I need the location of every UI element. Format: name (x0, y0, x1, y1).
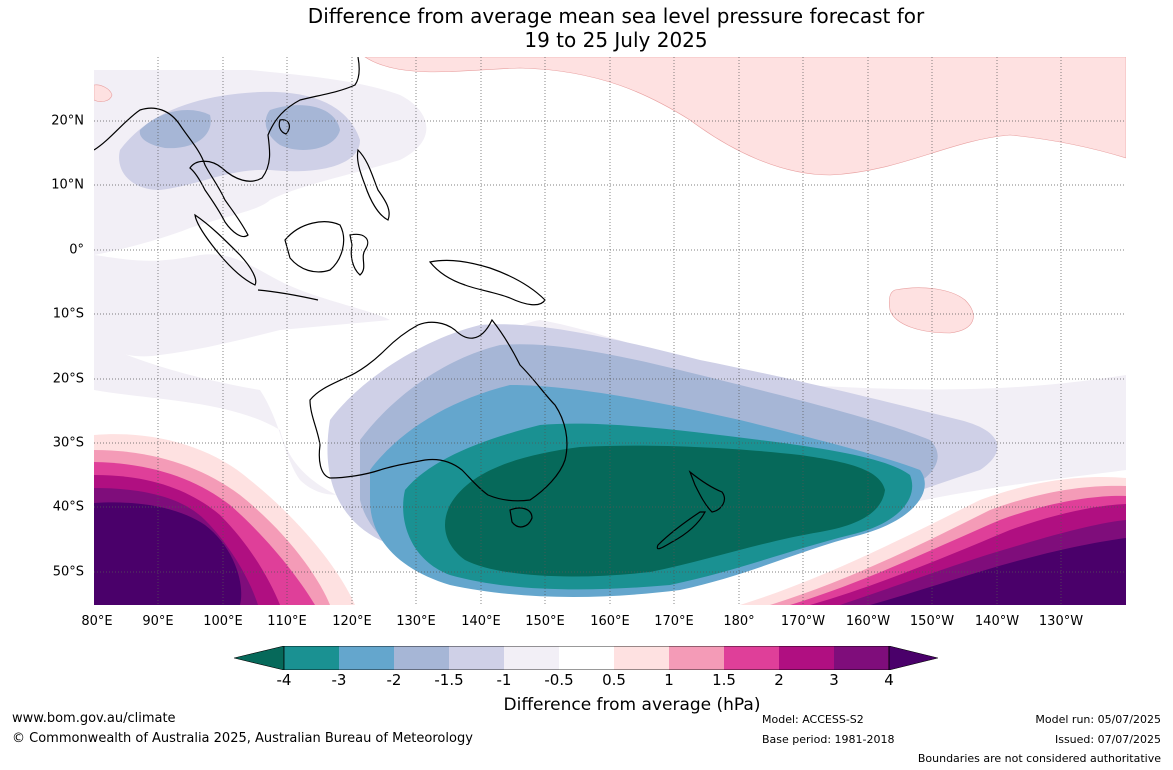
lon-label-150w: 150°W (909, 614, 955, 629)
colorbar-segment-6 (559, 646, 614, 670)
lon-label-160w: 160°W (845, 614, 891, 629)
anomaly-positive-east (740, 477, 1126, 605)
model-name: Model: ACCESS-S2 (762, 713, 864, 726)
colorbar-segment-10 (779, 646, 834, 670)
coast-tasmania (509, 507, 533, 528)
colorbar-tick: -0.5 (544, 671, 574, 689)
colorbar-tick: -3 (331, 671, 347, 689)
lon-label-120e: 120°E (332, 614, 372, 629)
colorbar-tick: 3 (829, 671, 839, 689)
coast-sumatra (194, 213, 257, 286)
lon-label-100e: 100°E (203, 614, 243, 629)
colorbar-segment-1 (284, 646, 339, 670)
lon-label-170w: 170°W (780, 614, 826, 629)
lon-label-170e: 170°E (654, 614, 694, 629)
base-period: Base period: 1981-2018 (762, 733, 895, 746)
graticule (94, 57, 1126, 605)
lat-label-30s: 30°S (52, 435, 84, 451)
colorbar-tick: 1.5 (712, 671, 736, 689)
colorbar-segment-4 (449, 646, 504, 670)
lat-label-10s: 10°S (52, 306, 84, 322)
lon-label-90e: 90°E (142, 614, 174, 629)
anomaly-positive-west (94, 434, 355, 605)
lon-label-150e: 150°E (525, 614, 565, 629)
lon-label-160e: 160°E (590, 614, 630, 629)
map-title: Difference from average mean sea level p… (0, 4, 1173, 52)
lon-label-130w: 130°W (1038, 614, 1084, 629)
lat-label-40s: 40°S (52, 499, 84, 515)
coast-asia-mainland (94, 57, 360, 238)
boundaries-disclaimer: Boundaries are not considered authoritat… (917, 752, 1161, 765)
lon-label-140w: 140°W (974, 614, 1020, 629)
title-line-1: Difference from average mean sea level p… (307, 4, 925, 28)
colorbar-segment-11 (834, 646, 889, 670)
issued-date: Issued: 07/07/2025 (1054, 733, 1161, 746)
colorbar-segment-2 (339, 646, 394, 670)
model-run-date: Model run: 05/07/2025 (1035, 713, 1161, 726)
colorbar-tick: 4 (884, 671, 894, 689)
lon-label-140e: 140°E (461, 614, 501, 629)
colorbar-label: Difference from average (hPa) (503, 695, 761, 715)
coast-borneo (284, 221, 345, 273)
coast-philippines (356, 148, 390, 221)
colorbar (234, 646, 938, 670)
lat-label-0: 0° (69, 242, 84, 258)
copyright-text: © Commonwealth of Australia 2025, Austra… (12, 731, 473, 746)
coast-new-zealand-south (656, 511, 707, 550)
colorbar-tick: -1 (496, 671, 512, 689)
colorbar-segment-5 (504, 646, 559, 670)
colorbar-tick: -2 (386, 671, 402, 689)
pressure-anomaly-map (94, 57, 1126, 605)
coast-new-zealand-north (688, 470, 725, 513)
lon-label-180: 180° (723, 614, 755, 629)
colorbar-segment-8 (669, 646, 724, 670)
colorbar-tick: 1 (664, 671, 674, 689)
website-link[interactable]: www.bom.gov.au/climate (12, 711, 176, 726)
coast-java (257, 289, 319, 301)
colorbar-segment-3 (394, 646, 449, 670)
lat-label-20n: 20°N (51, 113, 84, 129)
lon-label-80e: 80°E (81, 614, 113, 629)
lat-label-10n: 10°N (51, 177, 84, 193)
colorbar-tick: 2 (774, 671, 784, 689)
lon-label-110e: 110°E (267, 614, 307, 629)
coast-new-guinea (428, 259, 546, 306)
colorbar-extend-low (234, 646, 285, 670)
colorbar-tick: -4 (276, 671, 292, 689)
lon-label-130e: 130°E (396, 614, 436, 629)
colorbar-segment-7 (614, 646, 669, 670)
colorbar-segment-9 (724, 646, 779, 670)
coastlines (94, 57, 725, 550)
coast-sulawesi (349, 233, 369, 276)
title-line-2: 19 to 25 July 2025 (524, 28, 708, 52)
colorbar-tick: -1.5 (434, 671, 464, 689)
coast-australia (309, 318, 568, 502)
colorbar-extend-high (888, 646, 938, 670)
anomaly-positive-north-pacific (94, 57, 1126, 334)
lat-label-50s: 50°S (52, 564, 84, 580)
colorbar-tick: 0.5 (602, 671, 626, 689)
lat-label-20s: 20°S (52, 371, 84, 387)
